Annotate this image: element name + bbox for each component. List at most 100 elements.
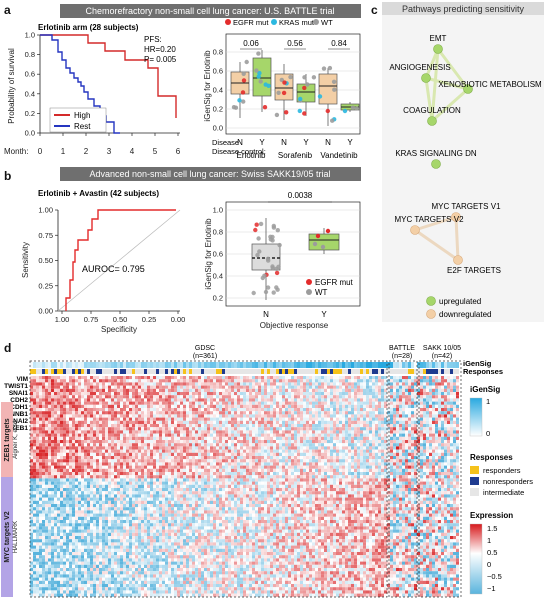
expression-cell — [417, 379, 420, 383]
expression-cell — [54, 385, 57, 389]
expression-cell — [318, 398, 321, 402]
expression-cell — [318, 456, 321, 460]
expression-cell — [261, 376, 264, 380]
expression-cell — [36, 468, 39, 472]
expression-cell — [36, 379, 39, 383]
expression-cell — [288, 443, 291, 447]
expression-cell — [357, 456, 360, 460]
expression-cell — [210, 414, 213, 418]
expression-cell — [144, 382, 147, 386]
expression-cell — [444, 404, 447, 408]
expression-cell — [348, 398, 351, 402]
expression-cell — [243, 388, 246, 392]
expression-cell — [351, 452, 354, 456]
node-angiogenesis — [421, 73, 431, 83]
expression-cell — [288, 398, 291, 402]
expression-cell — [96, 417, 99, 421]
expression-cell — [84, 443, 87, 447]
expression-cell — [306, 385, 309, 389]
expression-cell — [87, 465, 90, 469]
expression-cell — [165, 385, 168, 389]
expression-cell — [204, 456, 207, 460]
expression-cell — [165, 462, 168, 466]
node-label-kras: KRAS SIGNALING DN — [395, 149, 477, 158]
expression-cell — [132, 452, 135, 456]
km-xtick-label: 2 — [84, 147, 89, 156]
expression-cell — [324, 446, 327, 450]
expression-cell — [327, 446, 330, 450]
expression-cell — [177, 472, 180, 476]
box-b-ytick: 0.6 — [213, 250, 223, 259]
expression-cell — [354, 436, 357, 440]
expression-cell — [216, 465, 219, 469]
expression-cell — [117, 449, 120, 453]
expression-cell — [177, 446, 180, 450]
expression-cell — [411, 456, 414, 460]
expression-cell — [246, 401, 249, 405]
expression-cell — [36, 443, 39, 447]
expression-cell — [180, 420, 183, 424]
expression-cell — [120, 417, 123, 421]
expression-cell — [372, 468, 375, 472]
expression-cell — [66, 398, 69, 402]
expression-cell — [258, 411, 261, 415]
expression-cell — [135, 395, 138, 399]
expression-cell — [426, 398, 429, 402]
expression-cell — [234, 411, 237, 415]
expression-cell — [120, 452, 123, 456]
expression-cell — [237, 446, 240, 450]
expression-cell — [33, 456, 36, 460]
response-cell — [216, 369, 219, 374]
expression-cell — [444, 395, 447, 399]
expression-cell — [153, 388, 156, 392]
expression-cell — [138, 408, 141, 412]
expression-cell — [156, 427, 159, 431]
expression-cell — [438, 424, 441, 428]
expression-cell — [423, 420, 426, 424]
expression-cell — [105, 404, 108, 408]
expression-cell — [198, 382, 201, 386]
expression-cell — [165, 408, 168, 412]
expression-cell — [303, 427, 306, 431]
expression-cell — [315, 414, 318, 418]
expression-cell — [75, 401, 78, 405]
expression-cell — [294, 417, 297, 421]
expression-cell — [381, 414, 384, 418]
expression-cell — [105, 379, 108, 383]
expression-cell — [327, 411, 330, 415]
expression-cell — [171, 436, 174, 440]
expression-cell — [432, 452, 435, 456]
expression-cell — [159, 427, 162, 431]
response-cell — [189, 369, 192, 374]
response-cell — [447, 369, 450, 374]
expression-cell — [99, 392, 102, 396]
banner-a-text: Chemorefractory non-small cell lung canc… — [86, 6, 335, 16]
expression-cell — [249, 430, 252, 434]
expression-cell — [30, 462, 33, 466]
igensig-cell — [156, 362, 159, 368]
expression-cell — [309, 411, 312, 415]
expression-cell — [141, 388, 144, 392]
track-label-responses: Responses — [463, 367, 503, 376]
expression-cell — [90, 456, 93, 460]
expression-cell — [84, 449, 87, 453]
expression-cell — [102, 456, 105, 460]
expression-cell — [408, 459, 411, 463]
expression-cell — [201, 401, 204, 405]
box-a-point — [244, 59, 249, 65]
expression-cell — [132, 376, 135, 380]
expression-cell — [309, 440, 312, 444]
expression-cell — [306, 440, 309, 444]
expression-cell — [297, 443, 300, 447]
expression-cell — [39, 398, 42, 402]
expression-cell — [339, 417, 342, 421]
expression-cell — [78, 436, 81, 440]
expression-cell — [450, 468, 453, 472]
expression-cell — [60, 427, 63, 431]
expression-cell — [210, 392, 213, 396]
expression-cell — [312, 446, 315, 450]
expression-cell — [138, 379, 141, 383]
expression-cell — [186, 459, 189, 463]
expression-cell — [342, 452, 345, 456]
expression-cell — [381, 417, 384, 421]
